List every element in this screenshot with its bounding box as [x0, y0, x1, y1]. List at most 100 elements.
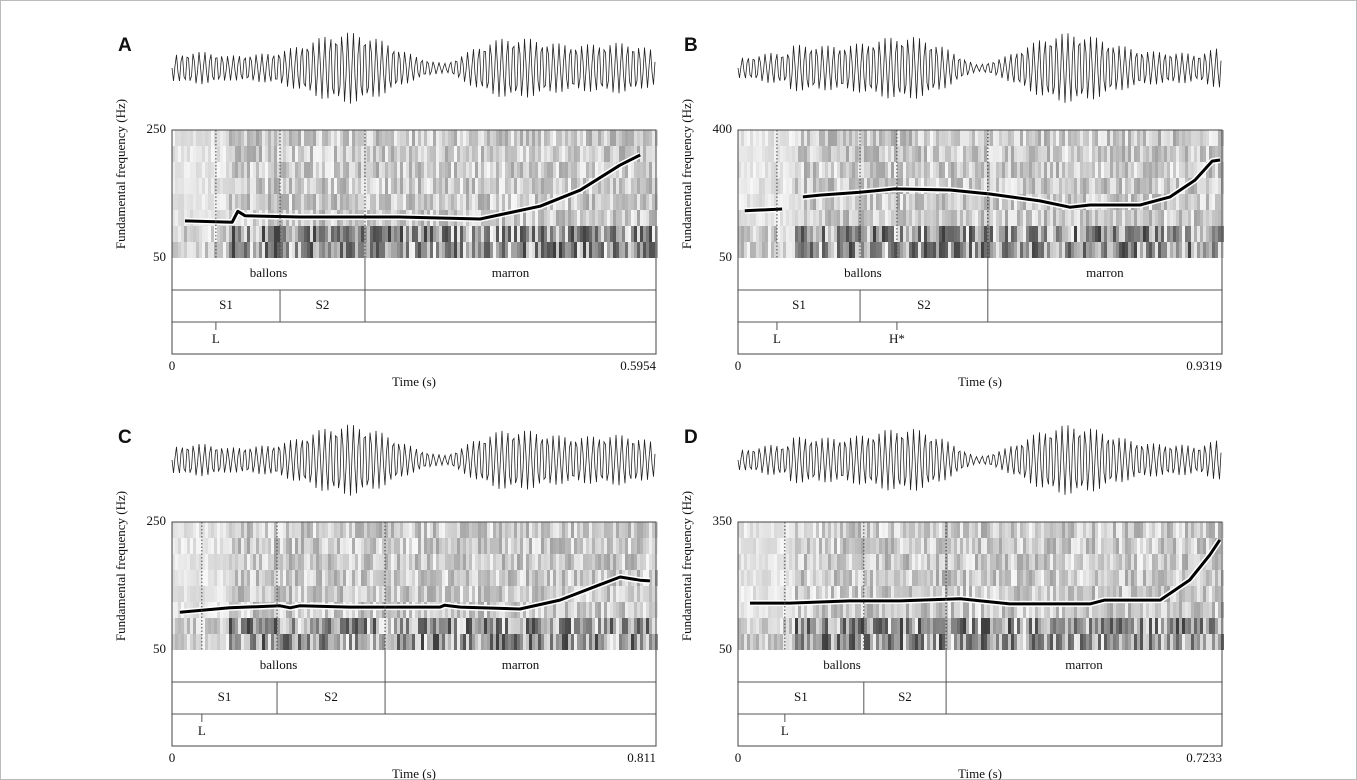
spectrogram-cell: [930, 570, 933, 586]
spectrogram-cell: [831, 178, 834, 194]
spectrogram-cell: [202, 522, 205, 538]
spectrogram-cell: [930, 146, 933, 162]
spectrogram-cell: [589, 522, 592, 538]
spectrogram-cell: [610, 194, 613, 210]
spectrogram-cell: [867, 162, 870, 178]
spectrogram-cell: [894, 602, 897, 618]
spectrogram-cell: [622, 242, 625, 258]
spectrogram-cell: [762, 146, 765, 162]
spectrogram-cell: [484, 242, 487, 258]
spectrogram-cell: [511, 178, 514, 194]
spectrogram-cell: [828, 538, 831, 554]
spectrogram-cell: [331, 194, 334, 210]
spectrogram-cell: [837, 162, 840, 178]
spectrogram-cell: [894, 538, 897, 554]
spectrogram-cell: [930, 618, 933, 634]
spectrogram-cell: [1074, 194, 1077, 210]
spectrogram-cell: [948, 522, 951, 538]
spectrogram-cell: [753, 554, 756, 570]
spectrogram-cell: [1131, 178, 1134, 194]
spectrogram-cell: [190, 242, 193, 258]
spectrogram-cell: [897, 162, 900, 178]
spectrogram-cell: [205, 162, 208, 178]
spectrogram-cell: [942, 586, 945, 602]
spectrogram-cell: [771, 178, 774, 194]
spectrogram-cell: [831, 210, 834, 226]
spectrogram-cell: [948, 634, 951, 650]
spectrogram-cell: [592, 570, 595, 586]
spectrogram-cell: [927, 226, 930, 242]
spectrogram-cell: [1137, 146, 1140, 162]
spectrogram-cell: [376, 618, 379, 634]
spectrogram-cell: [313, 602, 316, 618]
spectrogram-cell: [1185, 146, 1188, 162]
spectrogram-cell: [930, 210, 933, 226]
spectrogram-cell: [637, 602, 640, 618]
spectrogram-cell: [1182, 194, 1185, 210]
spectrogram-cell: [619, 586, 622, 602]
spectrogram-cell: [1185, 194, 1188, 210]
spectrogram-cell: [1074, 226, 1077, 242]
spectrogram-cell: [472, 242, 475, 258]
spectrogram-cell: [1044, 570, 1047, 586]
spectrogram-cell: [1182, 130, 1185, 146]
spectrogram-cell: [616, 522, 619, 538]
spectrogram-cell: [1167, 226, 1170, 242]
spectrogram-cell: [939, 242, 942, 258]
spectrogram-cell: [304, 602, 307, 618]
spectrogram-cell: [259, 602, 262, 618]
spectrogram-cell: [514, 162, 517, 178]
spectrogram-cell: [181, 586, 184, 602]
spectrogram-cell: [885, 130, 888, 146]
spectrogram-cell: [1056, 586, 1059, 602]
spectrogram-cell: [1071, 602, 1074, 618]
spectrogram-cell: [172, 242, 175, 258]
spectrogram-cell: [619, 130, 622, 146]
spectrogram-cell: [574, 538, 577, 554]
spectrogram-cell: [1080, 242, 1083, 258]
spectrogram-cell: [846, 130, 849, 146]
spectrogram-cell: [1086, 162, 1089, 178]
point-label: L: [198, 723, 206, 738]
spectrogram-cell: [631, 554, 634, 570]
spectrogram-cell: [738, 634, 741, 650]
spectrogram-cell: [463, 570, 466, 586]
spectrogram-cell: [900, 146, 903, 162]
spectrogram-cell: [532, 618, 535, 634]
spectrogram-cell: [208, 162, 211, 178]
spectrogram-cell: [1011, 554, 1014, 570]
spectrogram-cell: [586, 226, 589, 242]
spectrogram-cell: [783, 242, 786, 258]
spectrogram-cell: [397, 130, 400, 146]
spectrogram-cell: [1164, 130, 1167, 146]
spectrogram-cell: [1167, 178, 1170, 194]
spectrogram-cell: [783, 146, 786, 162]
spectrogram-cell: [804, 146, 807, 162]
x-tick-label: 0: [169, 750, 176, 765]
spectrogram-cell: [511, 538, 514, 554]
x-tick-label: 0: [169, 358, 176, 373]
spectrogram-cell: [364, 554, 367, 570]
spectrogram-cell: [810, 146, 813, 162]
spectrogram-cell: [472, 162, 475, 178]
spectrogram-cell: [433, 178, 436, 194]
spectrogram-cell: [430, 146, 433, 162]
spectrogram-cell: [370, 194, 373, 210]
spectrogram-cell: [577, 226, 580, 242]
spectrogram-cell: [1134, 178, 1137, 194]
spectrogram-cell: [870, 210, 873, 226]
spectrogram-cell: [1098, 570, 1101, 586]
spectrogram-cell: [1149, 146, 1152, 162]
spectrogram-cell: [406, 618, 409, 634]
spectrogram-cell: [957, 178, 960, 194]
spectrogram-cell: [235, 522, 238, 538]
spectrogram-cell: [466, 586, 469, 602]
spectrogram-cell: [1050, 130, 1053, 146]
spectrogram-cell: [1122, 130, 1125, 146]
spectrogram-cell: [1179, 194, 1182, 210]
spectrogram-cell: [592, 554, 595, 570]
spectrogram-cell: [460, 554, 463, 570]
spectrogram-cell: [1176, 130, 1179, 146]
spectrogram-cell: [1119, 554, 1122, 570]
